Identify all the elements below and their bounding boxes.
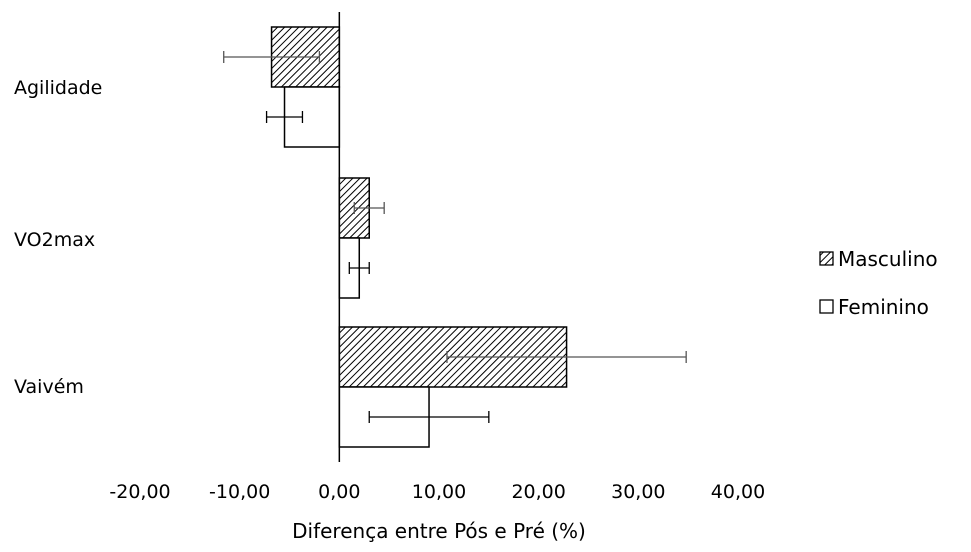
x-tick-label-7: 40,00 [711,481,765,503]
category-label-3: Vaivém [14,376,84,398]
x-tick-label-6: 30,00 [611,481,665,503]
error-bar-masculino-2 [353,202,385,214]
x-axis-title: Diferença entre Pós e Pré (%) [292,519,586,543]
error-bar-feminino-3 [368,411,490,423]
plot-area: Agilidade VO2max Vaivém -20,00 -10,00 0,00 10,… [14,12,765,503]
legend-label-feminino: Feminino [838,295,929,319]
legend-swatch-masculino [819,251,834,266]
x-tick-label-2: -10,00 [209,481,270,503]
category-label-1: Agilidade [14,77,102,99]
category-label-2: VO2max [14,229,95,251]
x-tick-label-5: 20,00 [511,481,565,503]
x-tick-label-4: 10,00 [412,481,466,503]
legend-label-masculino: Masculino [838,247,938,271]
error-bar-masculino-1 [223,51,321,63]
legend-swatch-feminino [819,299,834,314]
x-tick-label-3: 0,00 [318,481,360,503]
error-bar-feminino-1 [265,111,304,123]
error-bar-masculino-3 [446,351,687,363]
x-tick-label-1: -20,00 [109,481,170,503]
legend: Masculino Feminino [819,247,938,319]
error-bar-feminino-2 [348,262,370,274]
